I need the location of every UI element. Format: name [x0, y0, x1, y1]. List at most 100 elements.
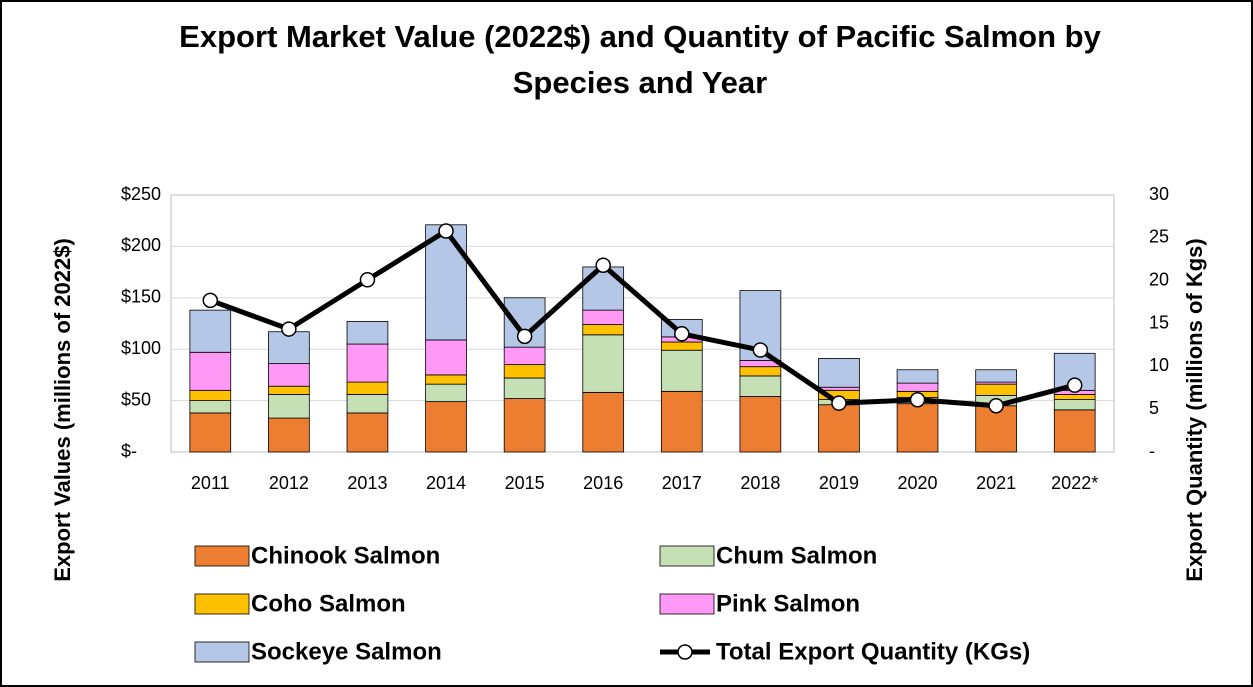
line-marker	[909, 391, 926, 408]
x-tick-label: 2013	[347, 473, 387, 493]
x-tick-label: 2020	[898, 473, 938, 493]
bar-segment	[975, 369, 1017, 383]
bar-segment	[189, 389, 232, 402]
line-marker	[438, 223, 454, 239]
legend-label: Chinook Salmon	[251, 542, 440, 569]
line-marker	[516, 328, 533, 345]
x-tick-label: 2012	[269, 473, 309, 493]
x-tick-label: 2019	[819, 473, 859, 493]
line	[209, 228, 1076, 409]
y-axis-label: Export Values (millions of 2022$)	[50, 238, 75, 582]
x-tick-label: 2015	[505, 473, 545, 493]
y-tick-label: $-	[121, 441, 137, 461]
bar-segment	[896, 403, 939, 453]
bar-segment	[268, 417, 310, 453]
bar-segment	[425, 224, 467, 341]
bar-segment	[425, 401, 467, 453]
bar-segment	[189, 309, 232, 353]
bar-segment	[582, 334, 625, 393]
y2-tick-label: 30	[1149, 184, 1169, 204]
bar-segment	[503, 346, 546, 366]
bar-segment	[818, 386, 860, 391]
legend-label: Total Export Quantity (KGs)	[716, 638, 1030, 665]
bar-segment	[739, 396, 782, 453]
y-tick-label: $200	[121, 235, 161, 255]
line-marker	[595, 257, 611, 273]
x-tick-label: 2018	[740, 473, 780, 493]
legend-label: Coho Salmon	[251, 590, 406, 617]
y2-tick-label: 25	[1149, 227, 1169, 247]
bar-segment	[660, 349, 703, 392]
y2-tick-label: 10	[1149, 355, 1169, 375]
bar-segment	[425, 383, 467, 403]
line-marker	[674, 326, 690, 342]
line-marker	[988, 397, 1004, 414]
legend-label: Chum Salmon	[716, 542, 877, 569]
line-marker	[1066, 377, 1083, 393]
legend-label: Pink Salmon	[716, 590, 860, 617]
bar-segment	[660, 390, 703, 453]
line-marker	[281, 321, 297, 337]
bar-segment	[582, 309, 625, 325]
bar-segment	[1053, 409, 1096, 453]
bar-segment	[582, 324, 625, 336]
y-tick-label: $100	[121, 338, 161, 358]
x-tick-label: 2021	[976, 473, 1016, 493]
bar-segment	[975, 383, 1017, 396]
bar-segment	[503, 364, 546, 379]
y2-tick-label: -	[1149, 441, 1155, 461]
bar-segment	[268, 363, 310, 387]
x-tick-label: 2016	[583, 473, 623, 493]
bar-segment	[660, 341, 703, 351]
legend-label: Sockeye Salmon	[251, 638, 442, 665]
bar-segment	[189, 412, 232, 453]
plot-border	[170, 194, 1115, 453]
y-tick-label: $250	[121, 184, 161, 204]
y-tick-label: $150	[121, 287, 161, 307]
y2-tick-label: 15	[1149, 312, 1169, 332]
x-tick-label: 2011	[191, 473, 230, 493]
y2-axis-label: Export Quantity (millions of Kgs)	[1182, 238, 1207, 581]
x-tick-label: 2022*	[1051, 473, 1098, 493]
bar-segment	[818, 358, 860, 388]
line-marker	[831, 395, 847, 411]
bar-segment	[346, 321, 389, 345]
bar-segment	[503, 398, 546, 453]
legend-swatch	[194, 545, 250, 567]
y2-tick-label: 20	[1149, 269, 1169, 289]
bar-segment	[582, 391, 625, 453]
line-marker	[359, 272, 376, 288]
bar-segment	[503, 377, 546, 399]
bar-segment	[268, 385, 310, 395]
legend-swatch	[659, 593, 715, 615]
line-marker	[202, 292, 219, 309]
bar-segment	[346, 343, 389, 383]
legend-swatch	[194, 641, 250, 663]
legend-swatch	[659, 545, 715, 567]
legend-marker	[677, 644, 693, 660]
bar-segment	[189, 351, 232, 391]
bar-segment	[818, 404, 860, 453]
bar-segment	[425, 339, 467, 376]
bar-segment	[739, 366, 782, 377]
bar-segment	[268, 331, 310, 364]
bar-segment	[896, 382, 939, 392]
bar-segment	[346, 394, 389, 414]
bar-segment	[189, 400, 232, 414]
bar-segment	[1053, 394, 1096, 400]
bar-segment	[346, 412, 389, 453]
x-tick-label: 2017	[662, 473, 702, 493]
legend-swatch	[194, 593, 250, 615]
bar-segment	[425, 374, 467, 385]
bar-segment	[1053, 399, 1096, 411]
line-marker	[752, 342, 769, 358]
y-tick-label: $50	[121, 389, 151, 409]
bar-segment	[582, 266, 625, 311]
bar-segment	[896, 369, 939, 384]
bar-segment	[268, 394, 310, 419]
y2-tick-label: 5	[1149, 398, 1159, 418]
x-tick-label: 2014	[426, 473, 466, 493]
bar-segment	[346, 381, 389, 395]
